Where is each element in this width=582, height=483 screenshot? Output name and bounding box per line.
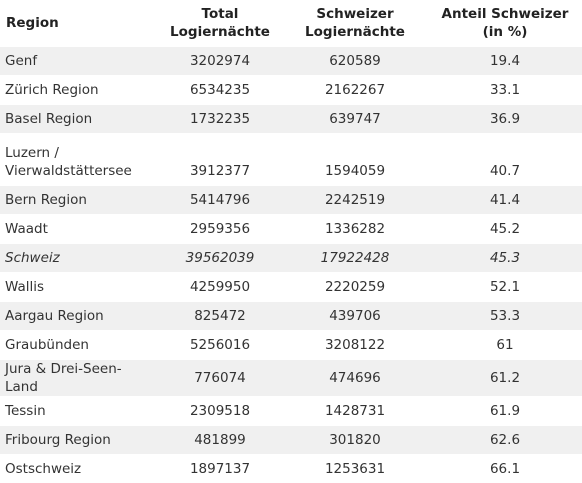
cell-region: Schweiz	[0, 244, 158, 273]
table-row: Fribourg Region 481899 301820 62.6	[0, 426, 582, 455]
table-row: Bern Region 5414796 2242519 41.4	[0, 186, 582, 215]
cell-total: 3912377	[158, 134, 282, 186]
cell-share: 66.1	[428, 455, 582, 483]
cell-total: 825472	[158, 302, 282, 331]
cell-swiss: 2220259	[282, 273, 428, 302]
table-row: Graubünden 5256016 3208122 61	[0, 331, 582, 360]
cell-share: 19.4	[428, 47, 582, 76]
cell-share: 52.1	[428, 273, 582, 302]
cell-share: 53.3	[428, 302, 582, 331]
header-row: Region Total Logiernächte Schweizer Logi…	[0, 0, 582, 47]
cell-region: Fribourg Region	[0, 426, 158, 455]
cell-share: 61.2	[428, 360, 582, 397]
header-total-stays: Total Logiernächte	[158, 0, 282, 47]
cell-swiss: 1594059	[282, 134, 428, 186]
cell-share: 45.2	[428, 215, 582, 244]
cell-swiss: 1253631	[282, 455, 428, 483]
cell-swiss: 1428731	[282, 397, 428, 426]
cell-share: 40.7	[428, 134, 582, 186]
cell-region: Zürich Region	[0, 76, 158, 105]
cell-share: 62.6	[428, 426, 582, 455]
table-row: Genf 3202974 620589 19.4	[0, 47, 582, 76]
cell-region-line1: Luzern /	[5, 144, 154, 162]
cell-swiss: 2162267	[282, 76, 428, 105]
cell-swiss: 3208122	[282, 331, 428, 360]
cell-region: Bern Region	[0, 186, 158, 215]
cell-total: 5414796	[158, 186, 282, 215]
table-row: Waadt 2959356 1336282 45.2	[0, 215, 582, 244]
cell-region: Graubünden	[0, 331, 158, 360]
cell-region: Ostschweiz	[0, 455, 158, 483]
cell-swiss: 1336282	[282, 215, 428, 244]
header-swiss-share: Anteil Schweizer (in %)	[428, 0, 582, 47]
cell-region: Genf	[0, 47, 158, 76]
table-row: Ostschweiz 1897137 1253631 66.1	[0, 455, 582, 483]
table-row: Aargau Region 825472 439706 53.3	[0, 302, 582, 331]
cell-total: 6534235	[158, 76, 282, 105]
cell-swiss: 474696	[282, 360, 428, 397]
cell-region: Waadt	[0, 215, 158, 244]
cell-total: 1732235	[158, 105, 282, 134]
cell-region: Tessin	[0, 397, 158, 426]
cell-region-line2: Vierwaldstättersee	[5, 162, 154, 180]
table-row: Wallis 4259950 2220259 52.1	[0, 273, 582, 302]
header-region: Region	[0, 0, 158, 47]
header-swiss-line1: Schweizer	[286, 5, 424, 23]
cell-share: 45.3	[428, 244, 582, 273]
table-row: Jura & Drei-Seen-Land 776074 474696 61.2	[0, 360, 582, 397]
table-row: Tessin 2309518 1428731 61.9	[0, 397, 582, 426]
cell-total: 481899	[158, 426, 282, 455]
cell-share: 33.1	[428, 76, 582, 105]
cell-share: 36.9	[428, 105, 582, 134]
cell-total: 776074	[158, 360, 282, 397]
cell-region: Jura & Drei-Seen-Land	[0, 360, 158, 397]
cell-swiss: 620589	[282, 47, 428, 76]
cell-total: 2309518	[158, 397, 282, 426]
cell-total: 4259950	[158, 273, 282, 302]
cell-swiss: 17922428	[282, 244, 428, 273]
table-row: Luzern / Vierwaldstättersee 3912377 1594…	[0, 134, 582, 186]
header-share-line1: Anteil Schweizer	[432, 5, 578, 23]
cell-total: 39562039	[158, 244, 282, 273]
cell-total: 2959356	[158, 215, 282, 244]
cell-region: Luzern / Vierwaldstättersee	[0, 134, 158, 186]
cell-swiss: 639747	[282, 105, 428, 134]
header-share-line2: (in %)	[432, 23, 578, 41]
cell-region: Wallis	[0, 273, 158, 302]
header-swiss-line2: Logiernächte	[286, 23, 424, 41]
table-row: Zürich Region 6534235 2162267 33.1	[0, 76, 582, 105]
table-row: Basel Region 1732235 639747 36.9	[0, 105, 582, 134]
cell-share: 41.4	[428, 186, 582, 215]
cell-share: 61.9	[428, 397, 582, 426]
cell-region: Basel Region	[0, 105, 158, 134]
cell-total: 5256016	[158, 331, 282, 360]
header-total-line1: Total	[162, 5, 278, 23]
cell-swiss: 301820	[282, 426, 428, 455]
cell-total: 1897137	[158, 455, 282, 483]
header-swiss-stays: Schweizer Logiernächte	[282, 0, 428, 47]
table-row-total: Schweiz 39562039 17922428 45.3	[0, 244, 582, 273]
cell-total: 3202974	[158, 47, 282, 76]
cell-region: Aargau Region	[0, 302, 158, 331]
cell-swiss: 2242519	[282, 186, 428, 215]
cell-swiss: 439706	[282, 302, 428, 331]
header-total-line2: Logiernächte	[162, 23, 278, 41]
cell-share: 61	[428, 331, 582, 360]
